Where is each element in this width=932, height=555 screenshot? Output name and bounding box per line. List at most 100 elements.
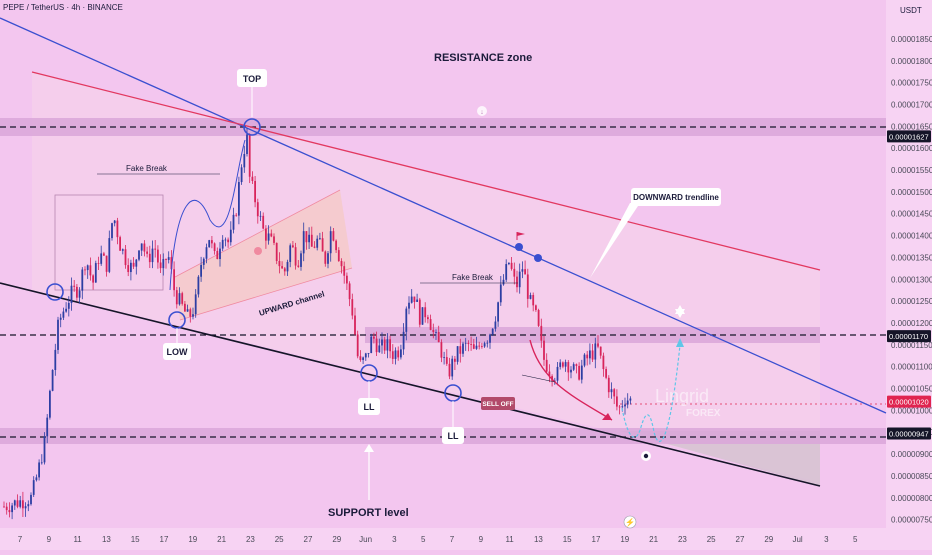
top-label: TOP <box>243 74 261 84</box>
candle-body <box>359 356 362 360</box>
candle-body <box>108 238 111 272</box>
lightning-icon[interactable] <box>623 515 637 529</box>
candle-body <box>5 506 8 511</box>
price-tick-label: 0.00001700 <box>891 100 932 109</box>
flag-icon <box>517 232 525 236</box>
trendline-touch-dot-1 <box>515 243 523 251</box>
candle-body <box>578 365 580 380</box>
candle-body <box>624 404 626 407</box>
price-tick-label: 0.00001150 <box>891 341 932 350</box>
candle-body <box>483 343 486 347</box>
candle-body <box>111 223 113 239</box>
price-tick-label: 0.00001600 <box>891 144 932 153</box>
candle-body <box>310 234 313 247</box>
candle-body <box>478 345 481 347</box>
candle-body <box>227 239 229 243</box>
candle-body <box>421 307 424 325</box>
top-touch-circle <box>243 118 261 136</box>
candle-body <box>151 248 154 263</box>
candle-body <box>329 231 332 254</box>
candle-body <box>402 331 405 350</box>
projection-arrow-head <box>676 338 684 347</box>
candle-body <box>78 290 81 298</box>
star-icon-lower <box>675 309 685 318</box>
candle-body <box>259 215 262 217</box>
candle-body <box>189 309 192 317</box>
down-arrow-glyph: ↓ <box>480 109 484 116</box>
candle-body <box>67 303 70 309</box>
time-tick-label: 19 <box>188 535 197 544</box>
candle-body <box>81 269 84 291</box>
candle-body <box>246 134 248 155</box>
touch-circle-1 <box>46 283 64 301</box>
time-tick-label: 7 <box>450 535 455 544</box>
price-tick-label: 0.00001100 <box>891 363 932 372</box>
candle-body <box>472 344 475 349</box>
candle-body <box>297 265 300 267</box>
candle-body <box>462 343 464 354</box>
candle-body <box>159 262 162 269</box>
candle-body <box>451 358 454 377</box>
time-tick-label: 13 <box>102 535 111 544</box>
candle-body <box>97 263 100 264</box>
time-tick-label: 15 <box>131 535 140 544</box>
candle-body <box>510 262 513 269</box>
candle-body <box>124 249 127 266</box>
candle-body <box>486 342 489 344</box>
fake-break-box <box>54 194 164 291</box>
candle-body <box>197 276 200 295</box>
chart-title: PEPE / TetherUS · 4h · BINANCE <box>3 3 123 12</box>
candle-body <box>427 317 429 320</box>
sell-off-label: SELL OFF <box>482 401 513 408</box>
candle-body <box>43 436 46 463</box>
time-tick-label: 21 <box>649 535 658 544</box>
candle-body <box>286 261 289 272</box>
top-curve-arrow <box>169 139 246 291</box>
candle-body <box>346 275 348 284</box>
candle-body <box>454 358 456 362</box>
candle-body <box>537 309 540 326</box>
fake-break-label-1: Fake Break <box>126 164 168 173</box>
candle-body <box>30 494 32 505</box>
candle-body <box>86 265 89 271</box>
red-trendline[interactable] <box>31 71 821 271</box>
candle-body <box>475 345 478 349</box>
candle-body <box>254 180 256 203</box>
time-tick-label: 19 <box>620 535 629 544</box>
time-tick-label: Jul <box>792 535 802 544</box>
candle-body <box>556 366 559 381</box>
candle-body <box>319 238 321 240</box>
time-tick-label: 5 <box>421 535 426 544</box>
candle-body <box>283 268 286 272</box>
candle-body <box>370 336 373 353</box>
fake-break-label-2: Fake Break <box>452 273 494 282</box>
candle-body <box>481 346 483 347</box>
downward-trendline[interactable] <box>0 17 887 414</box>
candle-body <box>400 349 402 358</box>
time-tick-label: 17 <box>160 535 169 544</box>
candle-body <box>213 243 216 251</box>
candle-body <box>170 257 173 270</box>
candle-body <box>229 229 232 243</box>
candle-body <box>445 357 448 364</box>
price-level-badge-label: 0.00000947 <box>889 430 929 439</box>
candle-body <box>456 346 459 362</box>
candle-body <box>116 220 119 238</box>
candle-body <box>394 350 397 359</box>
support-trendline[interactable] <box>0 282 821 487</box>
candle-body <box>73 285 76 287</box>
time-tick-label: 17 <box>592 535 601 544</box>
lightning-glyph: ⚡ <box>625 517 635 527</box>
candle-body <box>575 364 578 366</box>
candle-body <box>629 398 632 401</box>
candle-body <box>251 176 254 181</box>
candle-body <box>321 238 324 252</box>
price-level-badge <box>887 130 931 143</box>
support-projection-area <box>620 431 820 486</box>
price-tick-label: 0.00001750 <box>891 79 932 88</box>
candle-body <box>216 250 219 260</box>
candle-body <box>383 339 386 351</box>
resistance-zone-label: RESISTANCE zone <box>434 52 532 64</box>
price-tick-label: 0.00000800 <box>891 494 932 503</box>
